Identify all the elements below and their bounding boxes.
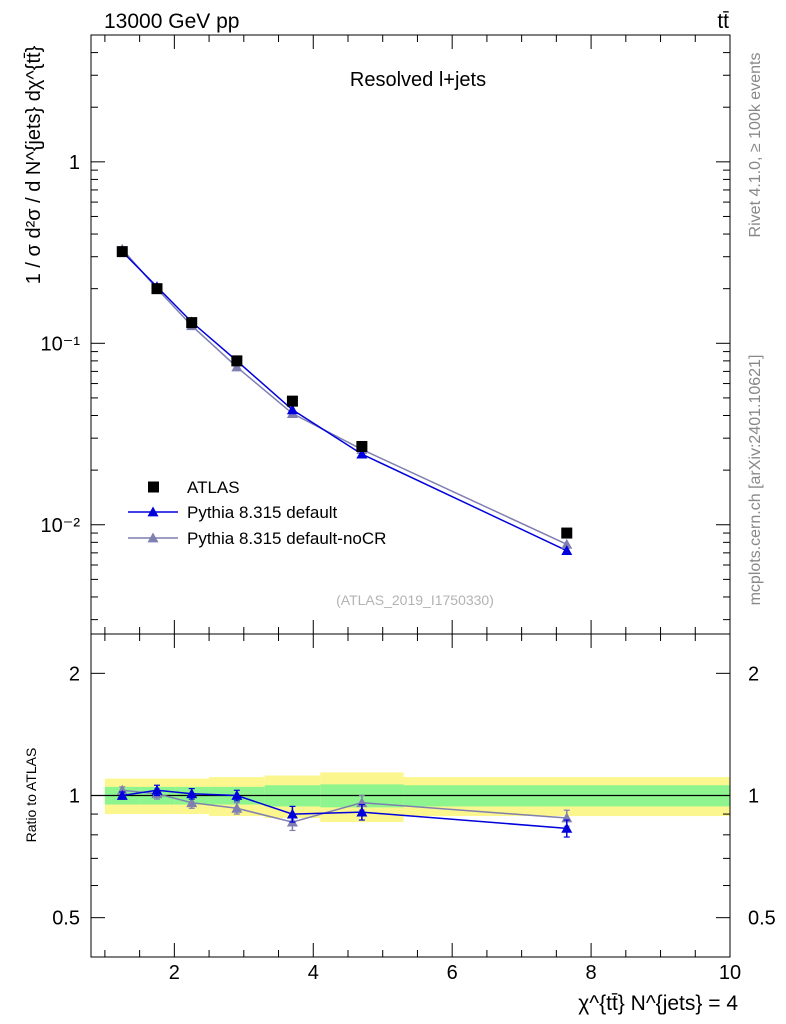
ratio-marker-default: [231, 790, 243, 800]
process-label: tt̄: [717, 10, 729, 33]
ratio-marker-nocr: [231, 802, 243, 813]
series-marker-default: [561, 545, 573, 556]
series-marker-default: [356, 448, 368, 459]
ratio-y-tick-label-left: 1: [69, 786, 80, 808]
ratio-marker-nocr: [186, 797, 198, 808]
ratio-marker-default: [286, 808, 298, 819]
data-point: [151, 283, 163, 295]
main-title: Resolved l+jets: [350, 69, 486, 91]
series-marker-nocr: [231, 361, 243, 372]
ratio-marker-default: [561, 822, 573, 833]
data-point: [186, 317, 198, 329]
ratio-marker-default: [151, 784, 163, 795]
legend-marker-atlas: [148, 481, 159, 493]
analysis-id: (ATLAS_2019_I1750330): [336, 592, 494, 608]
ratio-y-tick-label-left: 0.5: [52, 908, 80, 930]
main-panel: Resolved l+jets (ATLAS_2019_I1750330) 1 …: [23, 34, 731, 635]
x-tick-label: 2: [169, 962, 180, 984]
y-tick-label: 10⁻¹: [41, 333, 81, 355]
x-tick-label: 6: [447, 962, 458, 984]
ratio-panel: Ratio to ATLAS 0.5 0.5 1 1 2 2 2 4 6 8 10 χ^{tt̄} …: [23, 633, 776, 1015]
y-tick-label: 1: [69, 152, 80, 174]
x-axis-label: χ^{tt̄} N^{jets} = 4: [578, 992, 738, 1015]
legend-marker-default: [147, 506, 159, 517]
x-tick-label: 8: [586, 962, 597, 984]
series-marker-default: [286, 404, 298, 415]
ratio-y-tick-label-left: 2: [69, 663, 80, 685]
x-tick-label: 4: [308, 962, 319, 984]
legend-label: ATLAS: [187, 478, 240, 497]
legend-label: Pythia 8.315 default: [187, 503, 338, 522]
data-point: [231, 355, 243, 367]
ratio-y-tick-label-right: 2: [748, 663, 759, 685]
ratio-y-axis-label: Ratio to ATLAS: [23, 748, 39, 843]
ratio-marker-default: [186, 788, 198, 799]
y-tick-label: 10⁻²: [41, 515, 81, 537]
legend-marker-nocr: [147, 532, 159, 543]
legend-label: Pythia 8.315 default-noCR: [187, 529, 386, 548]
mcplots-label: mcplots.cern.ch [arXiv:2401.10621]: [747, 355, 764, 606]
ratio-y-tick-label-right: 1: [748, 786, 759, 808]
x-tick-label: 10: [719, 962, 741, 984]
series-marker-nocr: [561, 538, 573, 549]
ratio-y-tick-label-right: 0.5: [748, 908, 776, 930]
main-y-axis-label: 1 / σ d²σ / d N^{jets} dχ^{tt̄}: [23, 45, 45, 284]
data-point: [116, 246, 128, 258]
data-point: [286, 395, 298, 407]
data-point: [561, 527, 573, 539]
energy-label: 13000 GeV pp: [104, 10, 239, 33]
ratio-marker-default: [356, 806, 368, 817]
rivet-version-label: Rivet 4.1.0, ≥ 100k events: [747, 53, 764, 238]
ratio-marker-default: [116, 790, 128, 800]
ratio-frame: [90, 633, 731, 958]
series-line-nocr: [121, 248, 568, 546]
data-point: [356, 440, 368, 452]
legend: ATLAS Pythia 8.315 default Pythia 8.315 de…: [128, 478, 386, 548]
